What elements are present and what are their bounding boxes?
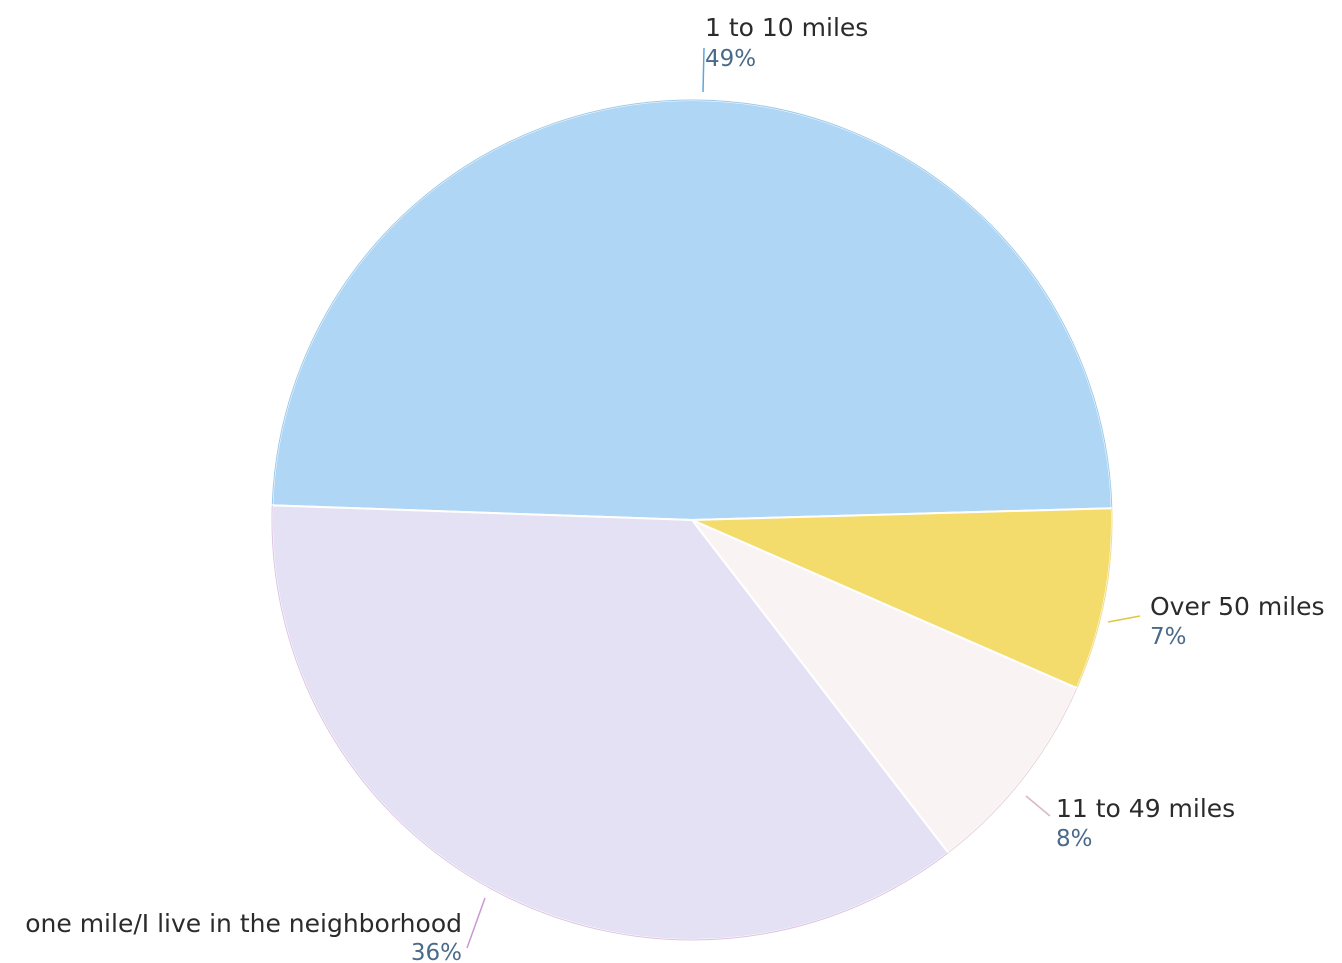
leader-lines [466,47,1141,949]
slice-label-group-11-to-49: 11 to 49 miles 8% [1056,794,1235,852]
pie-slice-edge-1 [1076,508,1113,689]
pie-slice-edge-3 [271,505,949,941]
slice-value-11-to-49: 8% [1056,826,1093,852]
pie-slices [271,99,1113,941]
leader-line-1-to-10 [702,47,705,93]
slice-label-group-one-mile: one mile/I live in the neighborhood 36% [25,909,462,963]
slice-label-1-to-10: 1 to 10 miles [705,13,868,42]
leader-line-over-50 [1107,615,1141,623]
leader-line-11-to-49 [1025,795,1051,817]
slice-label-over-50: Over 50 miles [1150,592,1325,621]
slice-label-11-to-49: 11 to 49 miles [1056,794,1235,823]
pie-slice-edge-0 [271,99,1113,509]
slice-value-over-50: 7% [1150,624,1187,650]
slice-label-group-1-to-10: 1 to 10 miles 49% [705,13,868,72]
slice-value-one-mile: 36% [411,940,462,963]
slice-label-one-mile: one mile/I live in the neighborhood [25,909,462,938]
leader-line-one-mile [466,897,486,949]
pie-slice-edge-2 [947,687,1078,854]
slice-value-1-to-10: 49% [705,46,756,72]
pie-slice-1-to-10-miles [271,99,1113,522]
slice-label-group-over-50: Over 50 miles 7% [1150,592,1325,650]
